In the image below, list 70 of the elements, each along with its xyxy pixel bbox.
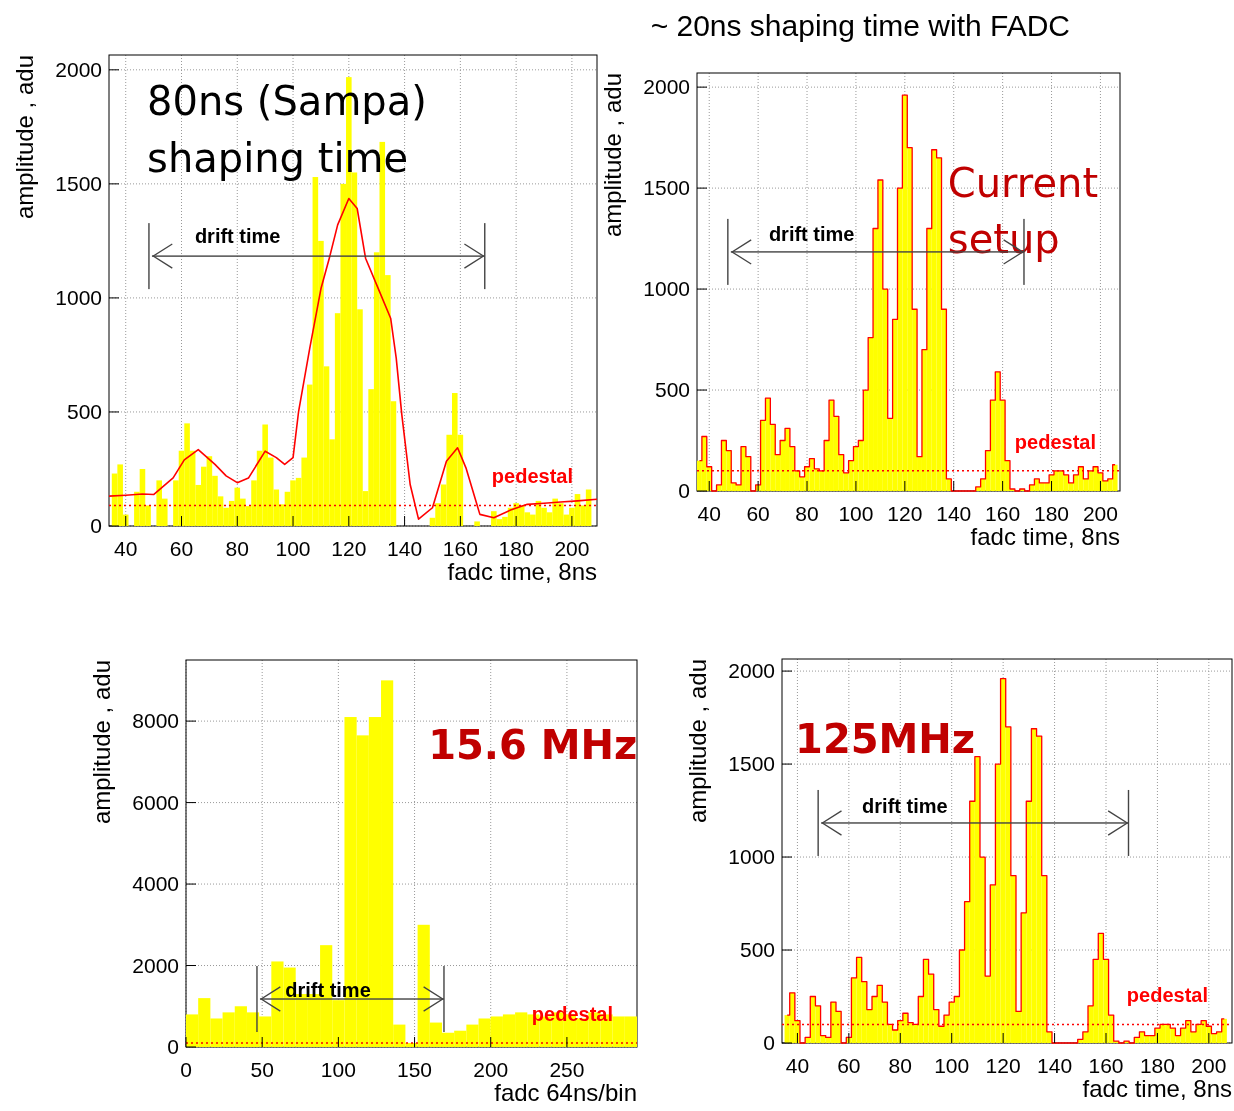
y-tick-label: 1500 [643,176,690,200]
y-tick-label: 4000 [132,872,179,896]
x-tick-label: 80 [795,502,819,525]
x-tick-label: 140 [1037,1054,1073,1077]
y-tick-label: 2000 [728,659,775,683]
x-tick-label: 200 [473,1058,509,1081]
y-tick-label: 8000 [132,709,179,733]
x-tick-label: 180 [1139,1054,1175,1077]
x-tick-label: 160 [985,502,1021,525]
y-tick-label: 0 [763,1031,775,1055]
ref-line-label: pedestal [491,465,573,488]
ref-line-label: pedestal [1014,430,1096,453]
x-tick-label: 50 [250,1058,274,1081]
y-axis-title: amplitude , adu [684,659,711,824]
x-tick-label: 140 [936,502,972,525]
annotation: drift time [768,223,855,246]
x-tick-label: 140 [387,537,423,560]
y-axis-title: amplitude , adu [599,73,626,238]
y-tick-label: 500 [66,400,102,424]
x-tick-label: 40 [785,1054,810,1077]
x-tick-label: 120 [331,537,367,560]
y-tick-label: 1000 [55,286,102,310]
y-tick-label: 0 [167,1035,179,1059]
annotation: drift time [194,225,281,248]
x-tick-label: 250 [549,1058,585,1081]
x-tick-label: 80 [888,1054,912,1077]
y-tick-label: 2000 [55,58,102,82]
y-tick-label: 500 [739,938,775,962]
x-tick-label: 60 [746,502,770,525]
y-tick-label: 2000 [132,953,179,977]
annotation: Current setup [947,160,1099,263]
x-tick-label: 160 [1088,1054,1124,1077]
y-tick-label: 1500 [728,752,775,776]
y-tick-label: 1500 [55,172,102,196]
annotation: drift time [862,794,948,817]
ref-line-label: pedestal [531,1002,613,1025]
y-tick-label: 1000 [643,277,690,301]
x-tick-label: 200 [1191,1054,1227,1077]
y-tick-label: 500 [654,378,690,402]
y-tick-label: 1000 [728,845,775,869]
y-axis-title: amplitude , adu [11,55,38,220]
chart-title: ~ 20ns shaping time with FADC [650,9,1070,42]
x-tick-label: 40 [697,502,721,525]
x-axis-title: fadc time, 8ns [970,523,1120,550]
x-axis-title: fadc 64ns/bin [494,1079,637,1106]
x-tick-label: 100 [838,502,874,525]
y-axis-title: amplitude , adu [88,660,115,825]
x-tick-label: 100 [934,1054,970,1077]
x-tick-label: 120 [985,1054,1021,1077]
x-tick-label: 100 [275,537,311,560]
annotation: 125MHz [795,716,976,763]
annotation: 15.6 MHz [428,722,638,769]
y-tick-label: 0 [678,479,690,503]
x-axis-title: fadc time, 8ns [447,558,597,585]
y-tick-label: 6000 [132,790,179,814]
x-tick-label: 200 [1082,502,1118,525]
x-tick-label: 120 [887,502,923,525]
x-tick-label: 180 [1034,502,1070,525]
y-tick-label: 2000 [643,75,690,99]
x-tick-label: 60 [169,537,194,560]
x-tick-label: 100 [320,1058,356,1081]
x-tick-label: 40 [114,537,138,560]
x-tick-label: 180 [498,537,534,560]
x-tick-label: 150 [397,1058,433,1081]
x-tick-label: 60 [837,1054,861,1077]
x-axis-title: fadc time, 8ns [1082,1075,1232,1102]
x-tick-label: 80 [225,537,249,560]
x-tick-label: 200 [554,537,590,560]
x-tick-label: 160 [442,537,478,560]
ref-line-label: pedestal [1126,984,1208,1007]
